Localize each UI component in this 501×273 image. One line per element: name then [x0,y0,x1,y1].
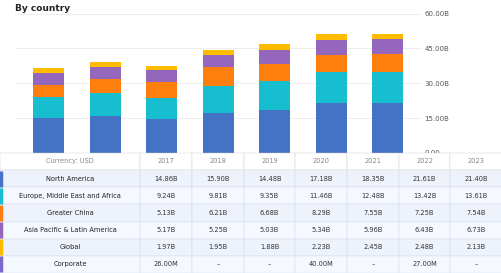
Bar [202,55,233,67]
Bar [90,79,121,93]
Bar [259,81,290,110]
Bar [90,116,121,153]
Bar [259,110,290,153]
Legend: North America, Europe, Middle East and Africa, Greater China, Asia Pacific & Lat: North America, Europe, Middle East and A… [20,181,359,190]
Bar [34,85,64,97]
Text: By country: By country [15,4,70,13]
Bar [259,50,290,64]
Bar [202,113,233,153]
Bar [146,119,177,153]
Bar [146,66,177,70]
Bar [259,44,290,50]
Bar [202,50,233,55]
Bar [146,70,177,82]
Bar [372,38,402,54]
Bar [315,103,346,153]
Bar [202,67,233,87]
Bar [372,103,402,153]
Bar [372,34,402,38]
Bar [146,97,177,119]
Bar [372,72,402,103]
Bar [372,54,402,72]
Bar [315,55,346,72]
Bar [259,64,290,81]
Bar [34,118,64,153]
Bar [34,97,64,118]
Bar [90,62,121,67]
Bar [315,34,346,40]
Bar [90,93,121,116]
Bar [34,73,64,85]
Bar [315,72,346,103]
Bar [202,87,233,113]
Bar [315,40,346,55]
Bar [146,82,177,97]
Bar [34,69,64,73]
Bar [90,67,121,79]
